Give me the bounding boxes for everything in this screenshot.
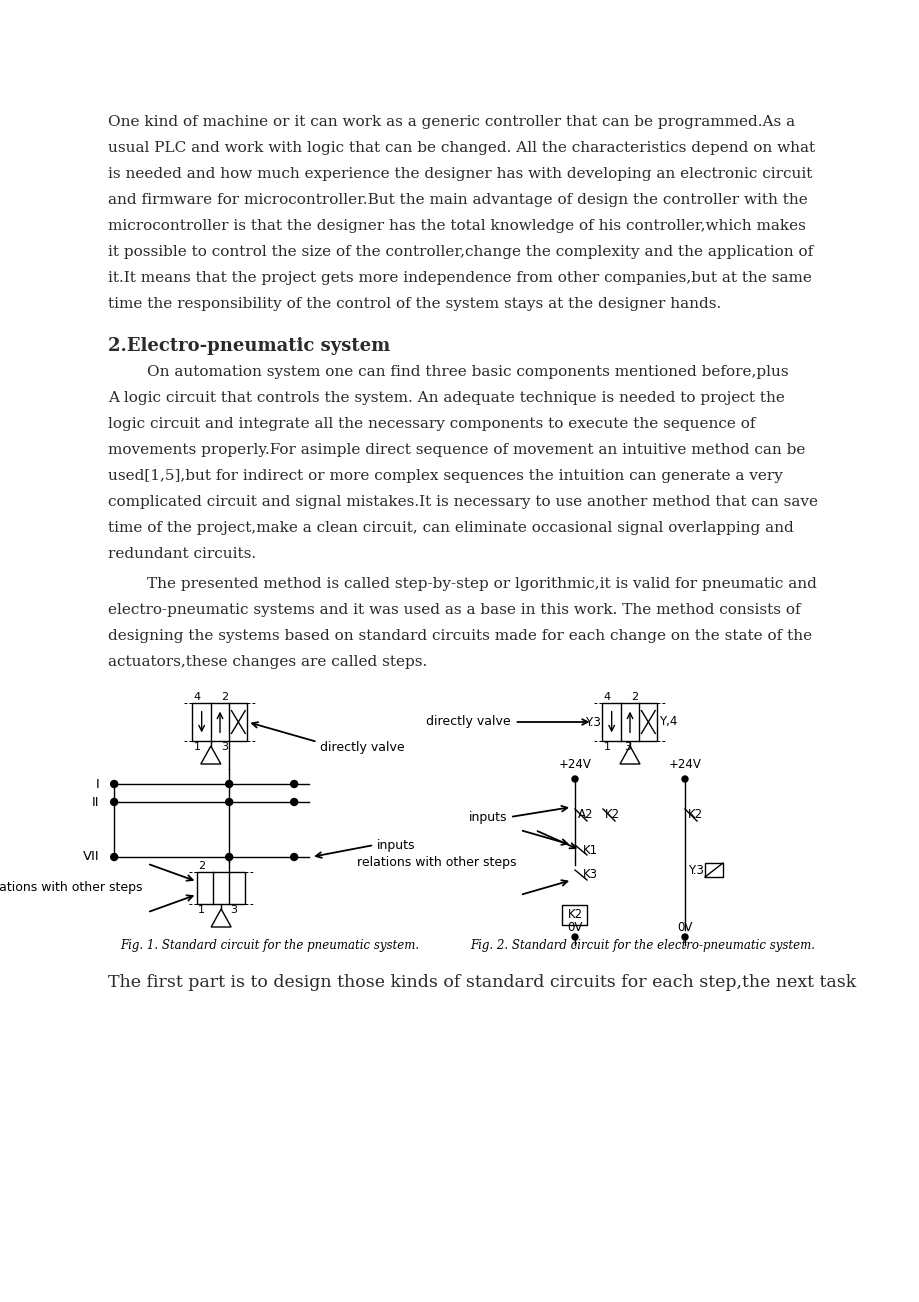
Text: The presented method is called step-by-step or lgorithmic,it is valid for pneuma: The presented method is called step-by-s…: [108, 577, 816, 591]
Text: A2: A2: [577, 809, 593, 822]
Circle shape: [290, 798, 298, 806]
Text: 3: 3: [230, 905, 237, 915]
Text: 2.Electro-pneumatic system: 2.Electro-pneumatic system: [108, 337, 390, 355]
Text: K2: K2: [605, 809, 619, 822]
Text: it possible to control the size of the controller,change the complexity and the : it possible to control the size of the c…: [108, 245, 812, 259]
Text: 4: 4: [603, 691, 610, 702]
Text: K1: K1: [583, 844, 597, 857]
Text: inputs: inputs: [377, 838, 415, 852]
Text: II: II: [92, 796, 99, 809]
Text: 2: 2: [221, 691, 228, 702]
Text: 1: 1: [198, 905, 205, 915]
Text: Fig. 1. Standard circuit for the pneumatic system.: Fig. 1. Standard circuit for the pneumat…: [119, 939, 419, 952]
Text: time the responsibility of the control of the system stays at the designer hands: time the responsibility of the control o…: [108, 297, 720, 311]
Circle shape: [290, 854, 298, 861]
Text: K2: K2: [567, 909, 582, 922]
Circle shape: [225, 798, 233, 806]
Text: relations with other steps: relations with other steps: [0, 881, 142, 894]
Text: is needed and how much experience the designer has with developing an electronic: is needed and how much experience the de…: [108, 167, 811, 181]
Text: The first part is to design those kinds of standard circuits for each step,the n: The first part is to design those kinds …: [108, 974, 856, 991]
Text: 1: 1: [603, 742, 610, 753]
Text: usual PLC and work with logic that can be changed. All the characteristics depen: usual PLC and work with logic that can b…: [108, 141, 814, 155]
Text: movements properly.For asimple direct sequence of movement an intuitive method c: movements properly.For asimple direct se…: [108, 443, 804, 457]
Text: VII: VII: [83, 850, 99, 863]
Text: Y,4: Y,4: [659, 716, 677, 729]
Text: actuators,these changes are called steps.: actuators,these changes are called steps…: [108, 655, 426, 669]
Text: time of the project,make a clean circuit, can eliminate occasional signal overla: time of the project,make a clean circuit…: [108, 521, 793, 535]
Text: One kind of machine or it can work as a generic controller that can be programme: One kind of machine or it can work as a …: [108, 115, 794, 129]
Text: 0V: 0V: [567, 921, 582, 934]
Text: microcontroller is that the designer has the total knowledge of his controller,w: microcontroller is that the designer has…: [108, 219, 805, 233]
Text: 4: 4: [193, 691, 200, 702]
Text: 0V: 0V: [676, 921, 692, 934]
Bar: [192, 703, 247, 741]
Text: redundant circuits.: redundant circuits.: [108, 547, 255, 561]
Text: Fig. 2. Standard circuit for the electro-pneumatic system.: Fig. 2. Standard circuit for the electro…: [470, 939, 814, 952]
Circle shape: [225, 780, 233, 788]
Text: logic circuit and integrate all the necessary components to execute the sequence: logic circuit and integrate all the nece…: [108, 417, 754, 431]
Bar: [602, 703, 657, 741]
Text: 2: 2: [630, 691, 638, 702]
Text: I: I: [96, 777, 99, 790]
Circle shape: [572, 934, 577, 940]
Text: it.It means that the project gets more independence from other companies,but at : it.It means that the project gets more i…: [108, 271, 811, 285]
Circle shape: [681, 776, 687, 783]
Text: used[1,5],but for indirect or more complex sequences the intuition can generate : used[1,5],but for indirect or more compl…: [108, 469, 782, 483]
Text: directly valve: directly valve: [425, 716, 510, 729]
Text: +24V: +24V: [668, 758, 700, 771]
Text: Y.3: Y.3: [584, 716, 600, 729]
Circle shape: [290, 780, 298, 788]
Text: 3: 3: [623, 742, 630, 753]
Text: electro-pneumatic systems and it was used as a base in this work. The method con: electro-pneumatic systems and it was use…: [108, 603, 800, 617]
Text: and firmware for microcontroller.But the main advantage of design the controller: and firmware for microcontroller.But the…: [108, 193, 807, 207]
Circle shape: [110, 854, 118, 861]
Circle shape: [110, 780, 118, 788]
Text: 1: 1: [193, 742, 200, 753]
Bar: [197, 872, 244, 904]
Text: directly valve: directly valve: [320, 741, 404, 754]
Text: relations with other steps: relations with other steps: [357, 855, 516, 868]
Text: complicated circuit and signal mistakes.It is necessary to use another method th: complicated circuit and signal mistakes.…: [108, 495, 817, 509]
Text: On automation system one can find three basic components mentioned before,plus: On automation system one can find three …: [108, 365, 788, 379]
Text: K2: K2: [687, 809, 702, 822]
Text: K3: K3: [583, 868, 597, 881]
Bar: [704, 863, 722, 878]
Text: inputs: inputs: [468, 811, 506, 823]
Text: 2: 2: [198, 861, 205, 871]
Circle shape: [110, 798, 118, 806]
Circle shape: [225, 854, 233, 861]
Circle shape: [572, 776, 577, 783]
Circle shape: [681, 934, 687, 940]
Bar: [562, 905, 587, 924]
Text: +24V: +24V: [558, 758, 591, 771]
Text: 3: 3: [221, 742, 228, 753]
Text: A logic circuit that controls the system. An adequate technique is needed to pro: A logic circuit that controls the system…: [108, 391, 784, 405]
Text: Y.3: Y.3: [687, 863, 703, 876]
Text: designing the systems based on standard circuits made for each change on the sta: designing the systems based on standard …: [108, 629, 811, 643]
